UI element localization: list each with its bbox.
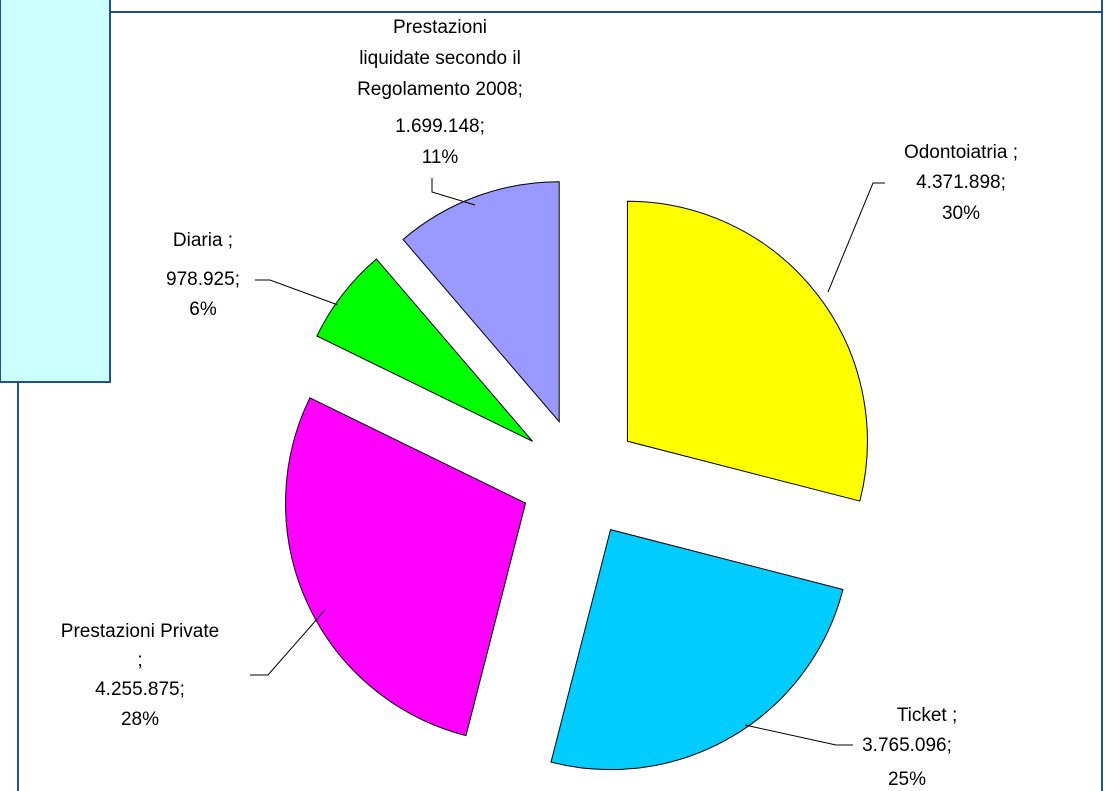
label-line: liquidate secondo il xyxy=(359,48,521,69)
leader-line xyxy=(744,724,853,746)
slice-label: 3.765.096; xyxy=(862,735,952,756)
slice-label: Prestazioni liquidate secondo il Regolamen… xyxy=(357,17,523,100)
slice-label: Ticket ; xyxy=(897,705,958,726)
label-line: Prestazioni xyxy=(393,17,487,38)
slice-label: 6% xyxy=(189,299,217,320)
slice-label: 4.371.898; xyxy=(916,172,1006,193)
pie-slice xyxy=(626,200,868,502)
pie-slice xyxy=(550,529,844,771)
leader-line xyxy=(250,609,326,676)
side-panel xyxy=(0,0,111,383)
label-line: Regolamento 2008; xyxy=(357,79,523,100)
slices xyxy=(285,181,868,771)
pie-slice xyxy=(285,397,527,737)
slice-label: Odontoiatria ; xyxy=(904,142,1018,163)
slice-label: 1.699.148; xyxy=(395,116,485,137)
slice-label: 30% xyxy=(942,203,980,224)
slice-label: 978.925; xyxy=(166,269,240,290)
pie-slice xyxy=(402,181,560,424)
leader-line xyxy=(827,182,885,293)
leader-line xyxy=(255,279,339,306)
slice-label: 28% xyxy=(121,709,159,730)
slice-label: Diaria ; xyxy=(173,230,233,251)
title-frame xyxy=(0,0,1103,13)
pie-slice xyxy=(316,258,533,442)
slice-label: 25% xyxy=(888,769,926,790)
labels: Odontoiatria ; 4.371.898; 30% Ticket ; 3.765… xyxy=(61,17,1018,790)
label-line: ; xyxy=(137,650,142,671)
slice-label: Prestazioni Private; xyxy=(61,621,219,671)
slice-label: 11% xyxy=(422,147,459,168)
label-line: Prestazioni Private xyxy=(61,621,219,642)
leader-line xyxy=(431,178,476,206)
slice-label: 4.255.875; xyxy=(95,679,185,700)
